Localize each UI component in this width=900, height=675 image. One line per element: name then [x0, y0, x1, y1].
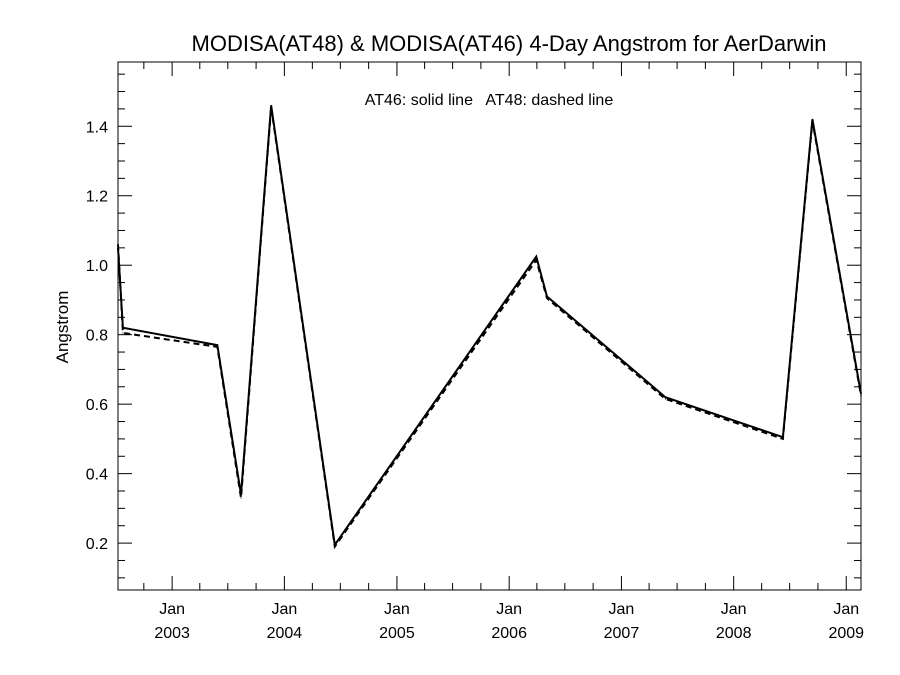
- x-tick-month: Jan: [384, 601, 410, 618]
- plot-frame: [117, 61, 862, 591]
- x-tick-month: Jan: [496, 601, 522, 618]
- data-point-at48: [860, 394, 862, 397]
- y-tick-label: 1.4: [86, 119, 108, 136]
- y-tick-label: 1.0: [86, 258, 108, 275]
- data-point-at46: [811, 118, 814, 120]
- x-tick-year: 2007: [604, 625, 640, 642]
- data-point-at48: [664, 398, 667, 400]
- x-tick-year: 2008: [716, 625, 752, 642]
- data-point-at46: [270, 104, 272, 107]
- data-point-at46: [535, 255, 537, 258]
- x-tick-month: Jan: [271, 601, 297, 618]
- y-tick-label: 0.2: [86, 536, 108, 553]
- x-tick-month: Jan: [609, 601, 635, 618]
- data-point-at48: [782, 438, 784, 440]
- y-tick-label: 1.2: [86, 189, 108, 206]
- x-tick-year: 2003: [154, 625, 190, 642]
- data-point-at48: [240, 497, 242, 499]
- x-tick-year: 2006: [491, 625, 527, 642]
- legend-annotation: AT46: solid line AT48: dashed line: [365, 92, 614, 109]
- data-point-at48: [122, 332, 124, 334]
- axis-ticks: 0.2 0.4 0.6 0.8 1.0 1.2 1.4 Jan 2003 Jan 2004 Jan 20…: [86, 62, 864, 642]
- x-tick-year: 2004: [267, 625, 303, 642]
- y-tick-label: 0.6: [86, 397, 108, 414]
- x-tick-year: 2005: [379, 625, 415, 642]
- x-tick-year: 2009: [828, 625, 864, 642]
- series-lines: [117, 104, 862, 550]
- data-point-at48: [270, 106, 272, 108]
- data-point-at48: [535, 259, 537, 261]
- data-point-at48: [811, 120, 814, 122]
- data-point-at46: [216, 344, 218, 346]
- data-point-at46: [664, 396, 667, 398]
- x-tick-month: Jan: [721, 601, 747, 618]
- series-line-at48: [117, 107, 862, 550]
- y-tick-label: 0.8: [86, 328, 108, 345]
- y-tick-label: 0.4: [86, 467, 108, 484]
- series-line-at46: [117, 105, 862, 548]
- y-axis-label: Angstrom: [53, 291, 72, 364]
- data-point-at46: [860, 393, 862, 395]
- x-tick-month: Jan: [833, 601, 859, 618]
- data-point-at48: [216, 346, 218, 348]
- data-point-at48: [117, 243, 119, 245]
- data-point-at48: [546, 297, 548, 299]
- data-point-at48: [334, 545, 336, 548]
- chart-title: MODISA(AT48) & MODISA(AT46) 4-Day Angstr…: [192, 31, 827, 56]
- x-tick-month: Jan: [159, 601, 185, 618]
